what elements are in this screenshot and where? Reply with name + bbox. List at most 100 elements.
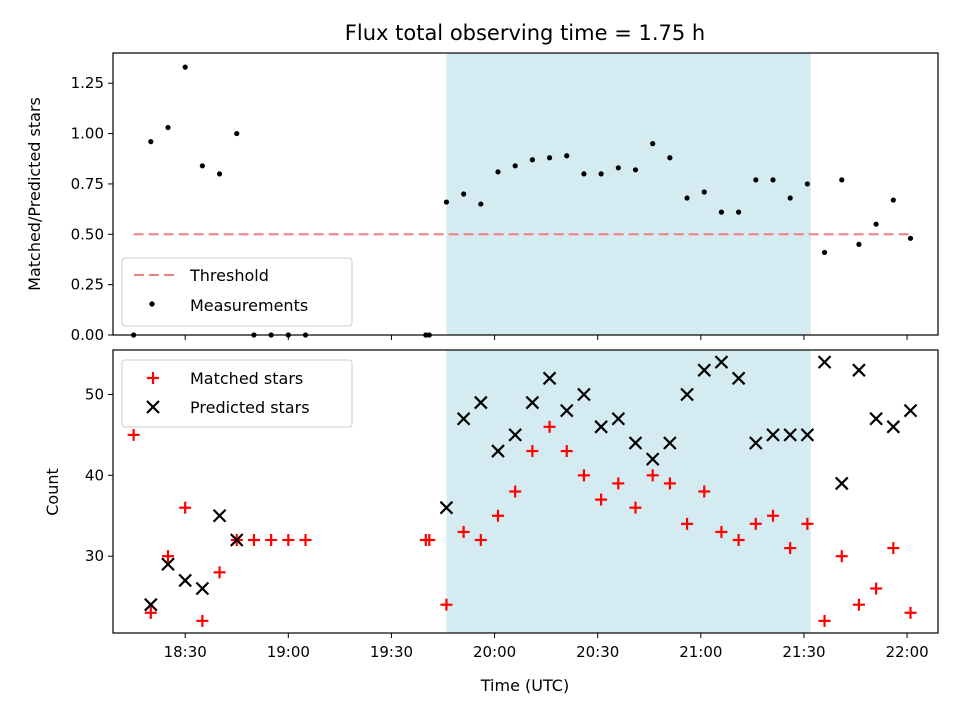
measurement-point (234, 130, 240, 137)
matched-point (526, 445, 539, 458)
y-tick-label: 0.75 (71, 175, 104, 193)
matched-point (870, 582, 883, 595)
predicted-point (697, 363, 712, 377)
matched-point (663, 477, 676, 490)
bottom-panel: 30 40 50 18:30 19:00 19:30 20:00 20:30 21:00 21:… (43, 349, 939, 695)
legend-predicted-swatch (146, 400, 160, 414)
bottom-legend: Matched stars Predicted stars (121, 359, 353, 428)
predicted-point (628, 436, 643, 450)
measurement-point (148, 139, 154, 145)
predicted-point (144, 597, 158, 612)
measurement-point (182, 64, 188, 70)
matched-point (749, 517, 762, 530)
matched-point (595, 493, 608, 506)
measurement-point (199, 163, 205, 169)
predicted-point (439, 500, 454, 515)
legend-measurements-swatch (149, 301, 155, 307)
matched-point (852, 598, 865, 611)
matched-point (560, 445, 573, 458)
measurement-point (736, 209, 742, 215)
matched-point (904, 606, 917, 619)
measurement-point (529, 157, 535, 163)
matched-point (698, 485, 711, 498)
measurement-point (546, 155, 553, 161)
measurement-point (461, 191, 467, 197)
matched-point (732, 534, 745, 547)
predicted-point (229, 533, 244, 547)
predicted-point (178, 573, 192, 588)
measurement-point (478, 201, 484, 207)
matched-point (423, 534, 436, 547)
x-tick-label: 22:00 (885, 643, 928, 661)
matched-point (715, 525, 728, 538)
measurement-point (821, 249, 828, 256)
matched-point (247, 534, 260, 547)
measurement-point (787, 195, 793, 201)
top-legend: Threshold Measurements (121, 257, 353, 327)
measurement-point (667, 155, 673, 161)
x-tick-label: 19:00 (267, 643, 310, 661)
matched-point (509, 485, 522, 498)
bottom-y-axis-label: Count (43, 468, 62, 516)
measurement-point (495, 169, 501, 175)
matched-point (612, 477, 625, 490)
measurement-point (443, 199, 450, 205)
chart-title: Flux total observing time = 1.75 h (345, 21, 705, 45)
predicted-point (491, 444, 505, 458)
matched-point (127, 428, 140, 441)
measurement-point (650, 141, 656, 147)
predicted-point (714, 355, 729, 369)
y-tick-label: 30 (85, 547, 104, 565)
predicted-point (766, 428, 780, 442)
predicted-point (508, 428, 522, 442)
x-tick-label: 19:30 (370, 643, 413, 661)
measurement-point (632, 167, 639, 173)
x-tick-label: 18:30 (164, 643, 207, 661)
predicted-point (212, 508, 227, 523)
legend-predicted-label: Predicted stars (190, 398, 310, 417)
measurement-point (564, 153, 570, 159)
x-tick-label: 20:30 (576, 643, 619, 661)
y-tick-label: 40 (85, 466, 104, 484)
matched-point (457, 525, 470, 538)
y-tick-label: 0.25 (71, 276, 104, 294)
measurement-point (684, 195, 690, 201)
y-tick-label: 0.00 (71, 326, 104, 344)
measurement-point (581, 171, 587, 177)
y-tick-label: 50 (85, 385, 104, 403)
predicted-point (680, 387, 694, 402)
matched-point (801, 517, 814, 530)
matched-point (440, 598, 453, 611)
measurement-point (890, 197, 896, 203)
top-plot-frame (112, 52, 939, 336)
matched-point (577, 469, 590, 482)
matched-point (887, 542, 900, 555)
measurement-point (512, 163, 518, 169)
top-panel: 0.00 0.25 0.50 0.75 1.00 1.25 Matched/Predict… (25, 52, 939, 344)
matched-point (784, 542, 797, 555)
matched-point (646, 469, 659, 482)
predicted-point (903, 403, 918, 418)
measurement-point (839, 177, 845, 183)
bottom-plot-frame (112, 349, 939, 634)
measurement-point (873, 221, 879, 227)
predicted-point (525, 395, 540, 410)
matched-point (179, 501, 192, 514)
measurement-point (615, 165, 621, 171)
predicted-point (663, 436, 677, 450)
measurement-point (598, 171, 604, 177)
predicted-point (834, 476, 849, 491)
top-y-axis-label: Matched/Predicted stars (25, 97, 44, 291)
measurement-point (165, 124, 171, 131)
predicted-point (800, 428, 815, 442)
matched-point (196, 614, 209, 627)
bottom-highlight-span (446, 350, 811, 633)
matched-point (492, 509, 504, 522)
measurement-point (856, 241, 862, 247)
matched-point (835, 550, 848, 563)
predicted-point (783, 428, 797, 442)
predicted-point (542, 371, 557, 386)
top-highlight-span (446, 53, 811, 335)
measurement-point (804, 181, 810, 187)
matched-point (299, 534, 312, 547)
